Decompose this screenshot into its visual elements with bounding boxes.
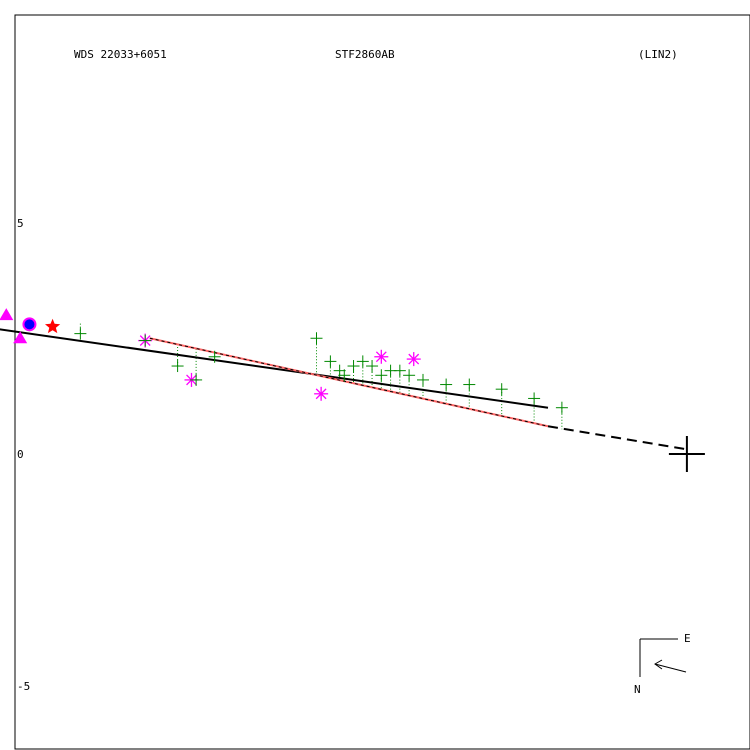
compass-east-label: E [684,632,691,645]
star-point [45,318,61,334]
plus-point [375,369,388,382]
line-to-primary [547,425,688,451]
plus-point [171,360,184,373]
plus-point [403,369,416,382]
plus-point [347,360,360,373]
plus-point [393,364,406,377]
asterisk-stroke [375,351,387,363]
motion-arrowhead-icon [654,659,663,670]
plus-point [495,383,508,396]
plus-point [356,355,369,368]
plot-frame [14,14,750,750]
triangle-point [13,331,28,344]
plus-point [208,350,221,363]
asterisk-stroke [315,388,327,400]
circle-point [22,317,37,332]
observation-marks [0,308,705,472]
asterisk-point [406,352,421,367]
y-tick-label: -5 [17,680,30,693]
asterisk-stroke [408,353,420,365]
plus-point [74,327,87,340]
plus-point [190,373,203,386]
plus-point [324,355,337,368]
star-name-label: STF2860AB [335,48,395,61]
orbit-lines [0,322,688,451]
ephemeris-overlay [149,337,549,427]
plus-point [366,360,379,373]
plus-point [528,392,541,405]
wds-label: WDS 22033+6051 [74,48,167,61]
plus-point [555,401,568,414]
triangle-point [0,308,14,321]
compass-north-label: N [634,683,641,696]
plus-point [416,373,429,386]
fitted-orbit-line [0,328,549,409]
y-tick-label: 5 [17,217,24,230]
plus-point [440,378,453,391]
plus-point [139,334,152,347]
y-tick-label: 0 [17,448,24,461]
asterisk-point [374,349,389,364]
motion-arrow-icon [654,663,687,673]
compass: E N [634,632,691,696]
asterisk-point [314,386,329,401]
plus-point [333,364,346,377]
plus-point [463,378,476,391]
plus-point [310,332,323,345]
method-label: (LIN2) [638,48,678,61]
plus-point [338,369,351,382]
